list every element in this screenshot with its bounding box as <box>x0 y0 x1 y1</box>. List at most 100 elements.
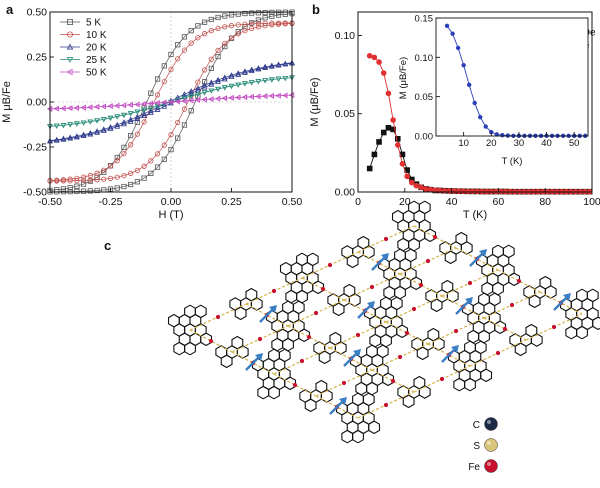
inset-frame <box>435 17 589 137</box>
data-point <box>154 151 161 157</box>
benzene-ring <box>413 375 426 390</box>
iron-atom <box>208 338 214 344</box>
data-point <box>255 10 261 16</box>
data-point <box>74 183 80 189</box>
data-point <box>94 128 100 134</box>
benzene-ring <box>480 368 493 383</box>
iron-atom <box>320 286 326 292</box>
benzene-ring <box>184 304 196 319</box>
benzene-ring <box>282 300 294 315</box>
data-point <box>215 78 221 84</box>
sulfur-linker <box>441 295 485 319</box>
sulfur-linker <box>399 273 443 297</box>
data-point <box>242 68 248 74</box>
benzene-ring <box>282 337 294 352</box>
atom-legend-item: C <box>473 417 498 431</box>
aromatic-cluster <box>167 304 213 356</box>
inset-xtick-label: 50 <box>569 138 580 149</box>
data-point <box>167 99 174 105</box>
data-point <box>101 176 107 182</box>
benzene-ring <box>408 200 420 215</box>
benzene-ring <box>304 398 317 413</box>
benzene-ring <box>306 252 319 267</box>
data-point <box>255 24 261 30</box>
data-point <box>460 188 467 195</box>
benzene-ring <box>441 279 454 294</box>
inset-ytick-label: 0.15 <box>415 14 434 25</box>
data-point <box>188 108 194 114</box>
iron-atom <box>551 324 557 330</box>
data-point <box>154 76 161 82</box>
data-point <box>262 15 268 21</box>
data-point <box>469 188 476 195</box>
chart-a: -0.50 -0.25 0.00 0.25 0.50 -0.50 -0.25 0.00 0.2… <box>1 7 302 222</box>
data-point <box>101 167 107 173</box>
chart-b-xtick-label: 0 <box>355 196 361 208</box>
iron-atom <box>355 332 361 338</box>
inset-point <box>455 45 461 51</box>
chart-a-ylabel: M μB/Fe <box>1 81 13 123</box>
benzene-ring <box>453 377 466 392</box>
data-point <box>222 40 228 46</box>
sulfur-linker <box>301 277 345 301</box>
data-point <box>174 98 180 105</box>
benzene-ring <box>296 289 308 304</box>
spin-arrow-head <box>269 305 277 313</box>
chart-a-ytick-label: -0.50 <box>23 187 47 199</box>
sulfur-linker <box>273 373 317 397</box>
spin-arrow-head <box>479 249 487 257</box>
data-point <box>275 92 281 99</box>
iron-atom <box>453 328 459 334</box>
data-point <box>74 178 80 184</box>
sulfur-linker <box>287 325 331 349</box>
data-point <box>174 94 181 100</box>
iron-atom <box>397 354 403 360</box>
benzene-ring <box>478 329 490 344</box>
data-point <box>262 9 268 16</box>
benzene-ring <box>366 381 378 396</box>
benzene-ring <box>467 329 480 344</box>
spin-arrow <box>259 307 275 323</box>
atom-legend-item: S <box>473 438 498 452</box>
benzene-ring <box>369 333 382 348</box>
data-point <box>74 188 80 195</box>
benzene-ring <box>234 306 247 321</box>
data-point <box>195 23 201 29</box>
benzene-ring <box>167 313 180 328</box>
data-point <box>195 35 201 41</box>
data-point <box>371 151 378 158</box>
data-point <box>175 42 181 48</box>
data-point <box>242 10 248 17</box>
data-point <box>188 93 195 100</box>
data-point <box>121 183 127 190</box>
iron-atom <box>432 234 438 240</box>
panel-label-a: a <box>6 2 14 17</box>
data-point <box>80 120 87 126</box>
data-point <box>208 96 214 102</box>
inset-ylabel: M (μB/Fe) <box>398 57 409 99</box>
legend-item: 25 K <box>60 55 107 66</box>
data-point <box>114 185 120 191</box>
data-point <box>228 12 235 18</box>
spin-arrow-head <box>255 353 263 361</box>
data-point <box>248 67 255 74</box>
data-point <box>376 59 382 65</box>
benzene-ring <box>315 379 328 394</box>
spin-arrow-head <box>465 297 473 305</box>
benzene-ring <box>592 316 600 331</box>
chart-a-xtick-label: -0.50 <box>38 196 62 208</box>
data-point <box>120 102 127 109</box>
data-point <box>121 121 127 127</box>
data-point <box>154 106 161 112</box>
chart-a-xlabel: H (T) <box>158 209 183 221</box>
data-point <box>87 131 94 137</box>
data-point <box>107 163 114 169</box>
data-point <box>262 93 268 100</box>
data-point <box>87 104 93 111</box>
data-point <box>168 51 174 58</box>
benzene-ring <box>576 325 588 340</box>
legend-marker <box>67 31 74 38</box>
data-point <box>53 123 60 129</box>
inset-point <box>472 100 477 106</box>
data-point <box>107 115 114 121</box>
